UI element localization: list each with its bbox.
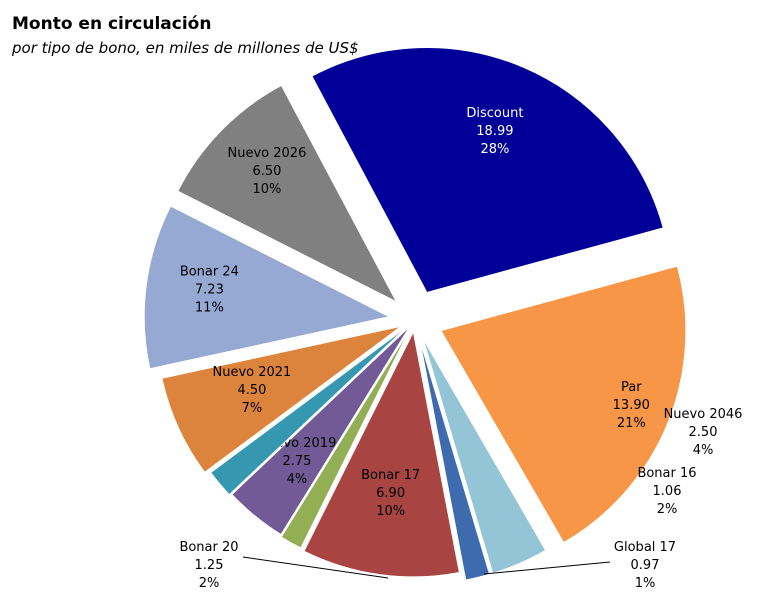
slice-label-percent: 2% <box>199 576 220 591</box>
pie-slice-discount <box>311 46 664 294</box>
pie-slice-bonar-17 <box>303 330 460 578</box>
slice-label-percent: 4% <box>693 443 714 458</box>
slice-label-value: 6.90 <box>376 486 405 501</box>
slice-label-percent: 21% <box>617 416 646 431</box>
slice-label-value: 1.06 <box>653 484 682 499</box>
pie-slice-nuevo-2019 <box>231 325 411 536</box>
slice-label-value: 1.25 <box>195 558 224 573</box>
slice-label-percent: 10% <box>252 182 281 197</box>
slice-label-percent: 28% <box>480 142 509 157</box>
slice-label-name: Nuevo 2021 <box>212 365 291 380</box>
slice-label-name: Bonar 20 <box>179 540 238 555</box>
chart-title: Monto en circulación <box>12 14 212 34</box>
slice-label-percent: 1% <box>635 576 656 591</box>
slice-label-percent: 7% <box>242 401 263 416</box>
slice-label-percent: 2% <box>657 502 678 517</box>
slice-label-name: Bonar 24 <box>180 265 239 280</box>
slice-label-value: 2.50 <box>689 425 718 440</box>
slice-label-name: Bonar 17 <box>361 468 420 483</box>
slice-label-value: 13.90 <box>613 398 650 413</box>
slice-label-value: 6.50 <box>252 164 281 179</box>
slice-label-value: 7.23 <box>195 283 224 298</box>
pie-slice-bonar-24 <box>143 205 391 370</box>
chart-subtitle: por tipo de bono, en miles de millones d… <box>12 39 359 57</box>
slice-label-value: 4.50 <box>237 383 266 398</box>
slice-label-value: 18.99 <box>476 124 513 139</box>
pie-slice-bonar-20 <box>209 326 408 496</box>
pie-slice-bonar-16 <box>419 339 491 581</box>
slice-label-name: Discount <box>466 106 523 121</box>
slice-label-name: Global 17 <box>614 540 676 555</box>
slice-label-name: Nuevo 2026 <box>228 146 307 161</box>
slice-label-name: Par <box>621 380 642 395</box>
leader-line <box>483 561 611 575</box>
slice-label-percent: 4% <box>287 472 308 487</box>
pie-slice-nuevo-2021 <box>161 325 402 474</box>
pie-slice-nuevo-2026 <box>177 84 398 303</box>
pie-slice-par <box>440 265 687 544</box>
slice-label-name: Bonar 16 <box>637 466 696 481</box>
slice-label-value: 2.75 <box>282 454 311 469</box>
pie-slice-global-17 <box>280 328 411 549</box>
slice-label-value: 0.97 <box>631 558 660 573</box>
slice-label-name: Nuevo 2046 <box>664 407 743 422</box>
leader-line <box>242 556 389 579</box>
slice-label-percent: 11% <box>195 301 224 316</box>
slice-label-percent: 10% <box>376 504 405 519</box>
